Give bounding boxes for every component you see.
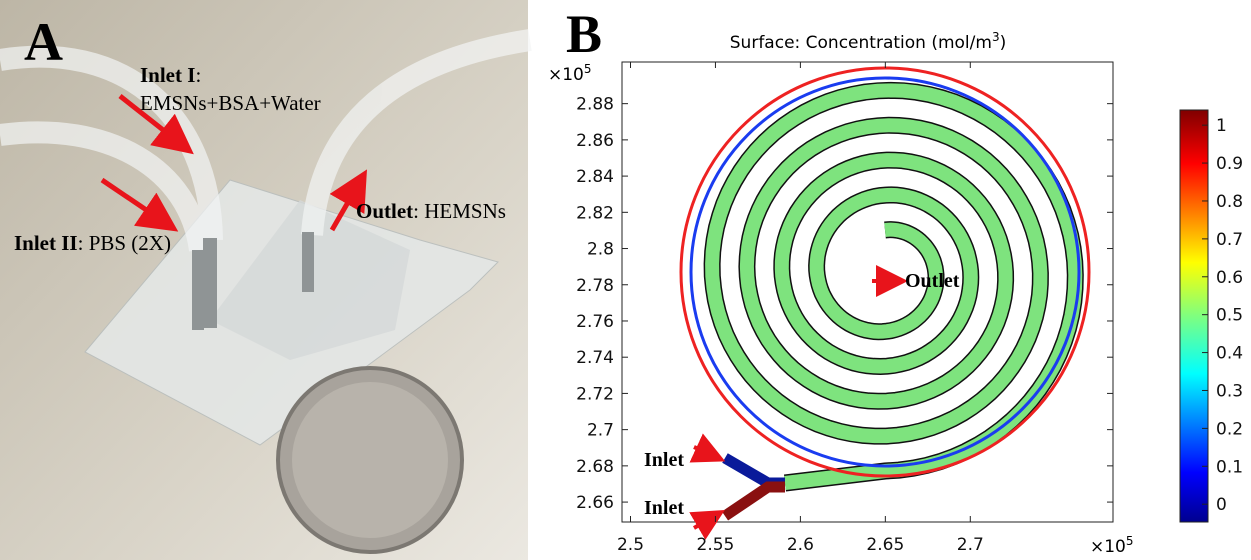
x-tick-label: 2.7 — [957, 535, 984, 555]
figure: A Inlet I: EMSNs+BSA+Water Inlet II: PBS… — [0, 0, 1251, 560]
annotation: Outlet: HEMSNs — [356, 199, 506, 223]
annotation-text: : — [195, 63, 201, 87]
x-tick-label: 2.5 — [617, 535, 644, 555]
colorbar-tick-label: 0.2 — [1216, 419, 1243, 439]
y-tick-label: 2.88 — [576, 95, 614, 115]
y-tick-label: 2.7 — [587, 421, 614, 441]
colorbar-tick-label: 0.4 — [1216, 344, 1243, 364]
x-tick-label: 2.65 — [866, 535, 904, 555]
colorbar-tick-label: 0.1 — [1216, 457, 1243, 477]
exp-power: 5 — [1126, 534, 1134, 548]
annotation-text: : HEMSNs — [413, 199, 506, 223]
title-text: Surface: Concentration (mol/m — [730, 33, 992, 53]
annotation: Inlet — [644, 449, 684, 471]
colorbar-tick-label: 0.3 — [1216, 381, 1243, 401]
annotation: Inlet — [644, 497, 684, 519]
inlet-channel — [725, 458, 785, 483]
annotation: EMSNs+BSA+Water — [140, 91, 321, 115]
title-text: ) — [1000, 33, 1007, 53]
colorbar-tick-label: 0.7 — [1216, 230, 1243, 250]
colorbar-tick-label: 1 — [1216, 116, 1227, 136]
channel — [681, 68, 1089, 516]
y-tick-label: 2.78 — [576, 276, 614, 296]
annotation-bold: Inlet I — [140, 63, 195, 87]
title-sup: 3 — [992, 30, 1000, 44]
colorbar-tick-label: 0.9 — [1216, 154, 1243, 174]
colorbar-tick-label: 0.6 — [1216, 268, 1243, 288]
exp-base: ×10 — [1090, 537, 1126, 557]
annotation-bold: Inlet II — [14, 231, 78, 255]
y-tick-label: 2.74 — [576, 348, 614, 368]
annotation: Inlet II: PBS (2X) — [14, 231, 171, 255]
panel-label: B — [566, 4, 602, 64]
x-tick-label: 2.6 — [787, 535, 814, 555]
exp-power: 5 — [584, 62, 592, 76]
plot-title: Surface: Concentration (mol/m3) — [730, 30, 1006, 53]
simulation-plot: B Surface: Concentration (mol/m3) ×105 ×… — [548, 4, 1243, 557]
x-exponent: ×105 — [1090, 534, 1134, 557]
colorbar-tick-label: 0 — [1216, 495, 1227, 515]
annotation-bold: Outlet — [356, 199, 413, 223]
y-exponent: ×105 — [548, 62, 592, 85]
annotation: Outlet — [905, 270, 960, 292]
y-tick-label: 2.66 — [576, 493, 614, 513]
y-tick-label: 2.68 — [576, 457, 614, 477]
colorbar-tick-label: 0.5 — [1216, 306, 1243, 326]
inlet-channel — [725, 487, 785, 516]
y-tick-label: 2.84 — [576, 167, 614, 187]
exp-base: ×10 — [548, 65, 584, 85]
y-tick-label: 2.82 — [576, 203, 614, 223]
colorbar-tick-label: 0.8 — [1216, 192, 1243, 212]
y-tick-label: 2.86 — [576, 131, 614, 151]
y-tick-label: 2.8 — [587, 240, 614, 260]
annotation-text: : PBS (2X) — [78, 231, 171, 255]
y-tick-label: 2.72 — [576, 384, 614, 404]
photo: A Inlet I: EMSNs+BSA+Water Inlet II: PBS… — [0, 0, 530, 560]
x-tick-label: 2.55 — [697, 535, 735, 555]
annotation: Inlet I: — [140, 63, 201, 87]
colorbar — [1180, 110, 1208, 522]
y-tick-label: 2.76 — [576, 312, 614, 332]
panel-label: A — [24, 12, 63, 72]
